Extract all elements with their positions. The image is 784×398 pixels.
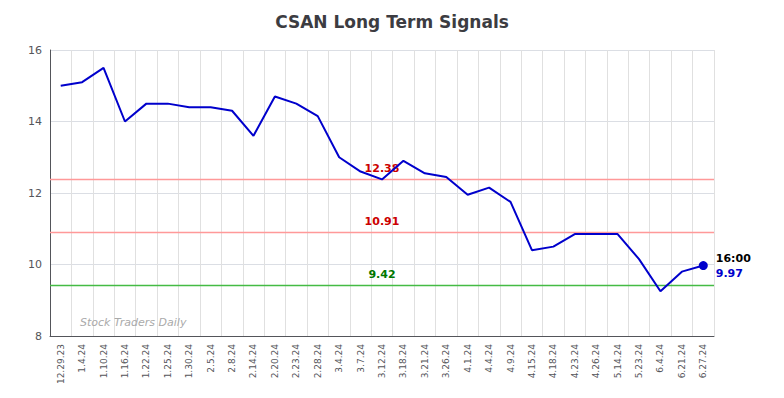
svg-text:10: 10 — [28, 258, 42, 271]
svg-text:12.38: 12.38 — [364, 162, 400, 176]
svg-text:3.26.24: 3.26.24 — [441, 344, 451, 379]
svg-text:12.29.23: 12.29.23 — [56, 344, 66, 384]
svg-text:1.10.24: 1.10.24 — [99, 344, 109, 379]
svg-text:5.14.24: 5.14.24 — [613, 344, 623, 379]
svg-text:2.5.24: 2.5.24 — [206, 344, 216, 373]
svg-text:CSAN Long Term Signals: CSAN Long Term Signals — [275, 12, 509, 32]
svg-text:1.22.24: 1.22.24 — [141, 344, 151, 379]
svg-text:4.18.24: 4.18.24 — [548, 344, 558, 379]
svg-text:3.21.24: 3.21.24 — [420, 344, 430, 379]
svg-text:16: 16 — [28, 44, 42, 57]
svg-text:6.21.24: 6.21.24 — [677, 344, 687, 379]
svg-text:12: 12 — [28, 187, 42, 200]
svg-text:3.12.24: 3.12.24 — [377, 344, 387, 379]
svg-text:3.7.24: 3.7.24 — [356, 344, 366, 373]
svg-text:4.9.24: 4.9.24 — [506, 344, 516, 373]
svg-text:1.30.24: 1.30.24 — [184, 344, 194, 379]
svg-text:3.18.24: 3.18.24 — [398, 344, 408, 379]
svg-text:9.42: 9.42 — [368, 268, 395, 281]
svg-text:Stock Traders Daily: Stock Traders Daily — [80, 316, 187, 329]
svg-text:2.23.24: 2.23.24 — [291, 344, 301, 379]
svg-text:4.1.24: 4.1.24 — [463, 344, 473, 373]
svg-text:2.20.24: 2.20.24 — [270, 344, 280, 379]
svg-text:4.15.24: 4.15.24 — [527, 344, 537, 379]
svg-text:2.28.24: 2.28.24 — [313, 344, 323, 379]
svg-text:16:00: 16:00 — [716, 252, 751, 265]
svg-text:3.4.24: 3.4.24 — [334, 344, 344, 373]
svg-text:5.23.24: 5.23.24 — [634, 344, 644, 379]
svg-text:14: 14 — [28, 115, 42, 128]
svg-text:8: 8 — [35, 330, 42, 343]
svg-text:1.4.24: 1.4.24 — [77, 344, 87, 373]
svg-text:9.97: 9.97 — [716, 267, 743, 280]
svg-text:6.4.24: 6.4.24 — [655, 344, 665, 373]
svg-text:4.26.24: 4.26.24 — [591, 344, 601, 379]
svg-text:1.25.24: 1.25.24 — [163, 344, 173, 379]
svg-text:4.23.24: 4.23.24 — [570, 344, 580, 379]
svg-text:2.8.24: 2.8.24 — [227, 344, 237, 373]
svg-text:10.91: 10.91 — [365, 215, 400, 228]
svg-text:4.4.24: 4.4.24 — [484, 344, 494, 373]
svg-text:6.27.24: 6.27.24 — [698, 344, 708, 379]
svg-text:2.14.24: 2.14.24 — [248, 344, 258, 379]
svg-text:1.16.24: 1.16.24 — [120, 344, 130, 379]
